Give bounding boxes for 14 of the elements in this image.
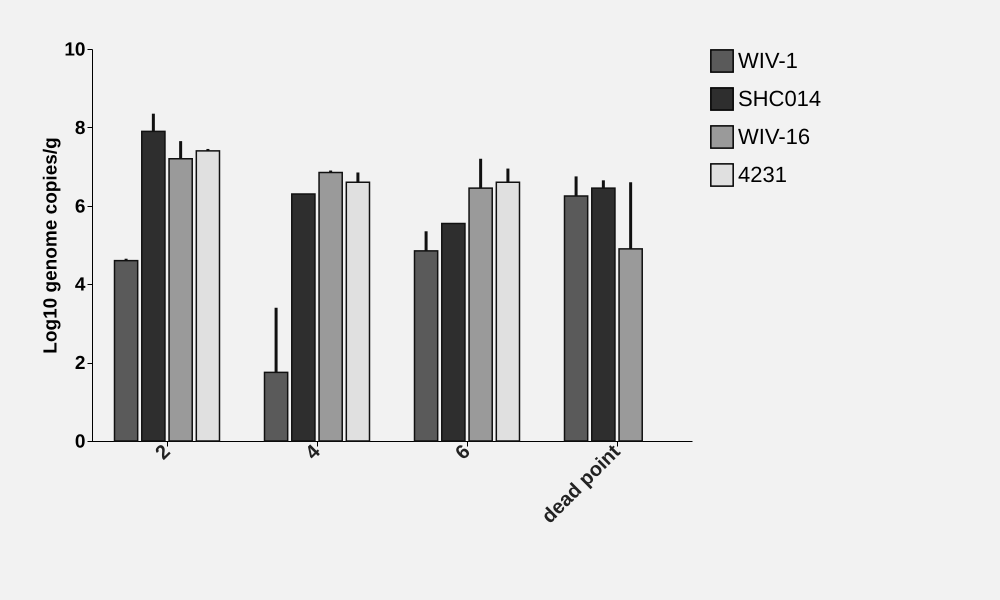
y-axis-title: Log10 genome copies/g xyxy=(40,137,62,354)
y-tick-label: 0 xyxy=(74,432,86,452)
legend-label: 4231 xyxy=(738,162,787,187)
y-tick-label: 4 xyxy=(74,274,86,296)
x-tick-label: 6 xyxy=(451,440,475,464)
x-tick-label: 2 xyxy=(151,440,175,464)
legend-label: SHC014 xyxy=(738,86,822,111)
legend-label: WIV-1 xyxy=(738,48,798,73)
legend-label: WIV-16 xyxy=(738,124,810,149)
y-tick-label: 10 xyxy=(64,40,86,60)
y-tick-label: 6 xyxy=(74,196,86,218)
y-tick-label: 2 xyxy=(74,353,86,374)
y-tick-label: 8 xyxy=(74,118,86,139)
x-tick-label: 4 xyxy=(301,440,326,464)
